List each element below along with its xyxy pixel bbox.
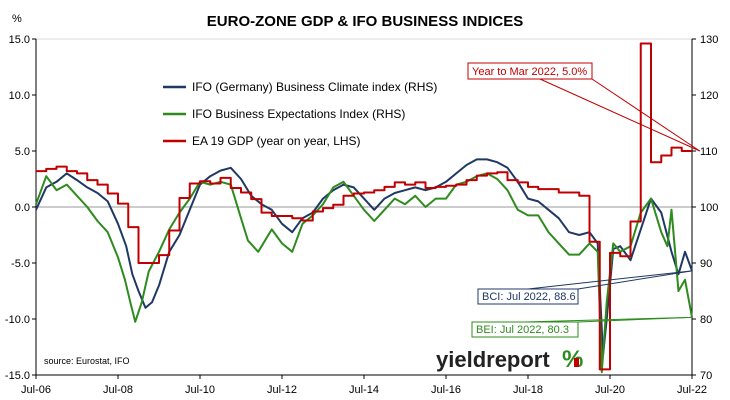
chart-title: EURO-ZONE GDP & IFO BUSINESS INDICES	[207, 13, 523, 30]
annotation-bei-text: BEI: Jul 2022, 80.3	[476, 324, 569, 336]
left-tick-label: -10.0	[5, 314, 30, 326]
x-tick-label: Jul-16	[431, 384, 461, 396]
x-tick-label: Jul-08	[103, 384, 133, 396]
annotation-bci-text: BCI: Jul 2022, 88.6	[482, 291, 576, 303]
annotation-bci-leader-line	[527, 270, 693, 290]
annotation-gdp-leader-line	[591, 78, 701, 152]
right-tick-label: 70	[700, 370, 712, 382]
source-note: source: Eurostat, IFO	[44, 356, 130, 366]
right-tick-label: 100	[700, 202, 718, 214]
left-tick-label: -5.0	[11, 258, 30, 270]
x-tick-label: Jul-06	[21, 384, 51, 396]
annotation-bci: BCI: Jul 2022, 88.6	[477, 270, 693, 305]
annotation-gdp-leader-line	[539, 78, 700, 152]
right-tick-label: 90	[700, 258, 712, 270]
series-line-gdp	[36, 42, 692, 371]
legend-label-ifo-bci: IFO (Germany) Business Climate index (RH…	[192, 80, 437, 94]
percent-logo-icon: %	[562, 346, 583, 373]
series-line-ifo-bei	[35, 172, 693, 374]
x-tick-label: Jul-12	[267, 384, 297, 396]
yieldreport-logo: yieldreport %	[436, 346, 583, 373]
right-tick-label: 130	[700, 34, 718, 46]
series-group	[35, 42, 693, 374]
legend-label-gdp: EA 19 GDP (year on year, LHS)	[192, 134, 361, 148]
left-axis: 15.0 10.0 5.0 0.0 -5.0 -10.0 -15.0	[5, 34, 37, 382]
right-tick-label: 120	[700, 90, 718, 102]
percent-logo-accent-icon	[574, 358, 579, 367]
x-tick-label: Jul-10	[185, 384, 215, 396]
left-tick-label: 5.0	[15, 146, 30, 158]
brand-text: yieldreport	[436, 347, 550, 372]
x-tick-label: Jul-20	[595, 384, 625, 396]
left-tick-label: 15.0	[9, 34, 30, 46]
annotation-gdp-text: Year to Mar 2022, 5.0%	[472, 66, 587, 78]
right-tick-label: 80	[700, 314, 712, 326]
left-axis-unit: %	[12, 13, 22, 25]
x-axis: Jul-06 Jul-08 Jul-10 Jul-12 Jul-14 Jul-16 Jul-…	[21, 374, 707, 396]
x-tick-label: Jul-18	[513, 384, 543, 396]
annotation-gdp-box	[467, 62, 593, 80]
x-tick-label: Jul-22	[677, 384, 707, 396]
annotation-gdp: Year to Mar 2022, 5.0%	[467, 62, 701, 152]
left-tick-label: 0.0	[15, 202, 30, 214]
left-tick-label: 10.0	[9, 90, 30, 102]
annotation-bei-leader-line	[577, 316, 693, 323]
annotation-bci-leader-line	[577, 270, 693, 290]
right-tick-label: 110	[700, 146, 718, 158]
annotation-bei: BEI: Jul 2022, 80.3	[471, 316, 693, 338]
series-line-ifo-bci	[35, 158, 693, 357]
left-tick-label: -15.0	[5, 370, 30, 382]
x-tick-label: Jul-14	[349, 384, 379, 396]
legend-label-ifo-bei: IFO Business Expectations Index (RHS)	[192, 107, 405, 121]
legend: IFO (Germany) Business Climate index (RH…	[163, 80, 437, 148]
right-axis: 130 120 110 100 90 80 70	[691, 34, 718, 382]
